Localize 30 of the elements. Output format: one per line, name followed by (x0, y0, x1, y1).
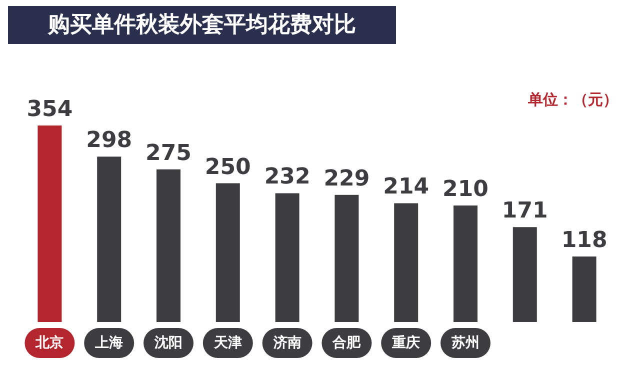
bar (216, 183, 240, 322)
x-tick-label: 沈阳 (154, 335, 182, 351)
bar (97, 156, 122, 322)
bar (454, 205, 478, 322)
bar (38, 126, 62, 322)
x-tick-label: 重庆 (391, 334, 420, 351)
text: 单位：（元） (527, 90, 618, 108)
data-label: 214 (383, 174, 430, 200)
data-label: 298 (86, 128, 132, 154)
x-tick-label: 北京 (34, 334, 64, 351)
x-tick-label: 苏州 (450, 335, 480, 351)
x-tick-label: 合肥 (332, 335, 362, 351)
data-label: 118 (561, 228, 608, 254)
bar (572, 256, 596, 322)
data-label: 171 (502, 198, 548, 224)
data-label: 229 (324, 166, 370, 192)
data-label: 275 (146, 140, 192, 166)
data-label: 250 (204, 154, 251, 180)
x-tick-label: 上海 (94, 335, 124, 351)
data-label: 354 (26, 97, 73, 122)
x-tick-label: 天津 (212, 335, 242, 351)
bar (394, 203, 418, 322)
chart-title: 购买单件秋装外套平均花费对比 (47, 12, 356, 38)
bar (156, 169, 180, 322)
bar (512, 227, 537, 322)
bar (275, 193, 300, 322)
bar (334, 194, 359, 322)
x-tick-label: 济南 (272, 334, 302, 351)
data-label: 210 (442, 176, 488, 202)
data-label: 232 (264, 164, 310, 190)
